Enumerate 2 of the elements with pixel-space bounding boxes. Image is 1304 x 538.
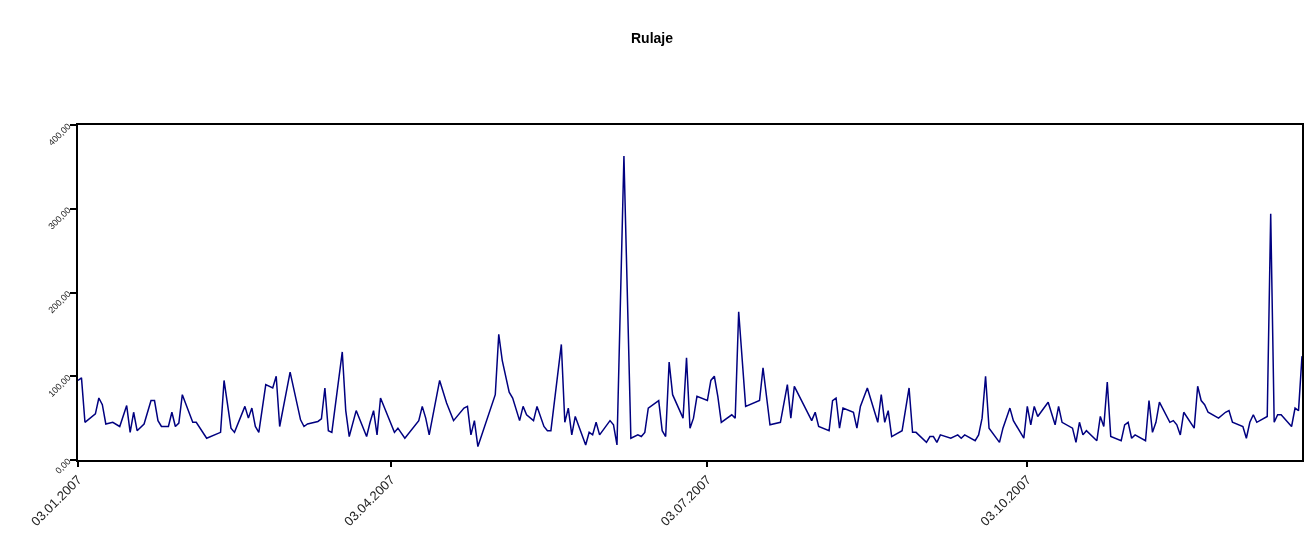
y-tick-label: 0,00 (53, 456, 73, 476)
chart-title: Rulaje (630, 29, 674, 46)
